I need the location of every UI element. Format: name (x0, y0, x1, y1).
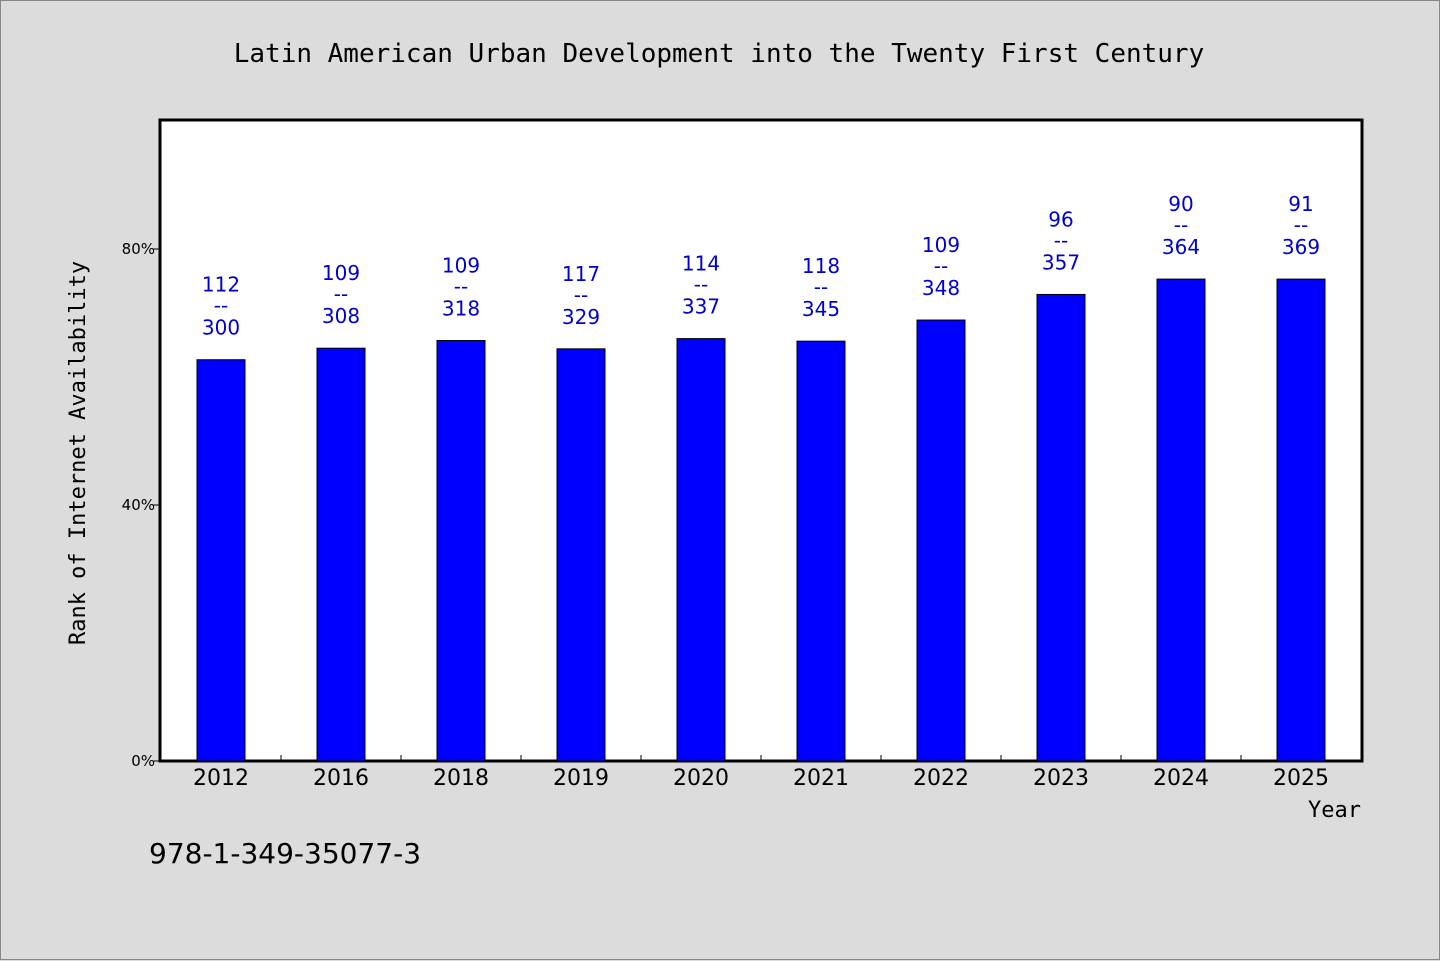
bar-2025 (1276, 278, 1326, 762)
y-tick-label-0: 0% (131, 752, 155, 770)
x-tick-label-2016: 2016 (313, 766, 369, 791)
data-label-top-2024: 90 (1168, 192, 1193, 216)
data-label-top-2018: 109 (442, 254, 480, 278)
data-label-bottom-2021: 345 (802, 297, 840, 321)
data-label-top-2019: 117 (562, 262, 600, 286)
x-axis-label: Year (1308, 798, 1361, 823)
data-label-top-2021: 118 (802, 254, 840, 278)
data-label-bottom-2025: 369 (1282, 235, 1320, 259)
chart-title: Latin American Urban Development into th… (234, 39, 1205, 69)
data-label-separator-2016: -- (334, 282, 348, 306)
data-label-separator-2025: -- (1294, 213, 1308, 237)
x-tick-label-2018: 2018 (433, 766, 489, 791)
data-label-bottom-2024: 364 (1162, 235, 1200, 259)
bars-group (196, 278, 1326, 762)
bar-2016 (316, 347, 366, 762)
data-label-bottom-2022: 348 (922, 276, 960, 300)
x-tick-label-2019: 2019 (553, 766, 609, 791)
data-label-separator-2021: -- (814, 275, 828, 299)
x-tick-label-2023: 2023 (1033, 766, 1089, 791)
data-label-top-2022: 109 (922, 233, 960, 257)
y-axis-ticks: 0% 40% 80% (122, 240, 161, 770)
data-label-bottom-2023: 357 (1042, 250, 1080, 274)
x-tick-label-2025: 2025 (1273, 766, 1329, 791)
bar-2021 (796, 340, 846, 762)
bar-2023 (1036, 293, 1086, 762)
y-axis-label: Rank of Internet Availability (66, 261, 91, 645)
data-label-separator-2024: -- (1174, 213, 1188, 237)
x-tick-label-2022: 2022 (913, 766, 969, 791)
x-tick-label-2012: 2012 (193, 766, 249, 791)
data-label-separator-2012: -- (214, 294, 228, 318)
data-label-separator-2018: -- (454, 275, 468, 299)
x-axis-ticks: 2012 2016 2018 2019 2020 2021 2022 2023 2024 2025 (193, 755, 1329, 791)
data-label-bottom-2018: 318 (442, 297, 480, 321)
bar-2022 (916, 319, 966, 762)
data-label-top-2012: 112 (202, 273, 240, 297)
data-label-separator-2023: -- (1054, 228, 1068, 252)
data-label-bottom-2012: 300 (202, 316, 240, 340)
data-label-top-2023: 96 (1048, 207, 1073, 231)
data-label-bottom-2019: 329 (562, 305, 600, 329)
data-label-separator-2020: -- (694, 273, 708, 297)
data-label-separator-2022: -- (934, 254, 948, 278)
data-label-bottom-2016: 308 (322, 304, 360, 328)
data-labels: 112--300109--308109--318117--329114--337… (202, 192, 1320, 340)
data-label-top-2025: 91 (1288, 192, 1313, 216)
y-tick-label-80: 80% (122, 240, 155, 258)
bar-2024 (1156, 278, 1206, 762)
y-tick-label-40: 40% (122, 496, 155, 514)
bar-2018 (436, 340, 486, 762)
data-label-top-2020: 114 (682, 252, 720, 276)
data-label-separator-2019: -- (574, 283, 588, 307)
bar-2020 (676, 338, 726, 762)
data-label-bottom-2020: 337 (682, 295, 720, 319)
isbn-text: 978-1-349-35077-3 (149, 837, 421, 870)
data-label-top-2016: 109 (322, 261, 360, 285)
bar-2012 (196, 359, 246, 762)
x-tick-label-2024: 2024 (1153, 766, 1209, 791)
x-tick-label-2021: 2021 (793, 766, 849, 791)
x-tick-label-2020: 2020 (673, 766, 729, 791)
bar-2019 (556, 348, 606, 762)
